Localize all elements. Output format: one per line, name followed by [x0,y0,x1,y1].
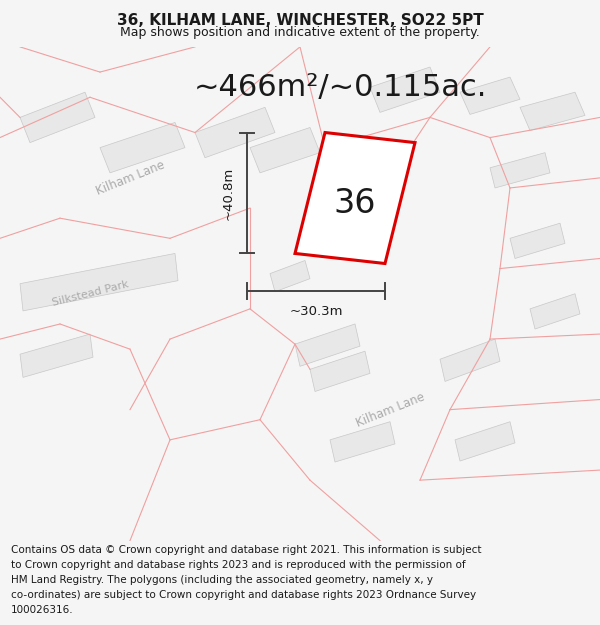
Text: Contains OS data © Crown copyright and database right 2021. This information is : Contains OS data © Crown copyright and d… [11,545,481,555]
Text: Silkstead Park: Silkstead Park [50,279,130,308]
Text: ~466m²/~0.115ac.: ~466m²/~0.115ac. [193,72,487,102]
Polygon shape [100,122,185,173]
Text: ~40.8m: ~40.8m [222,166,235,219]
Polygon shape [520,92,585,131]
Polygon shape [460,77,520,114]
Text: HM Land Registry. The polygons (including the associated geometry, namely x, y: HM Land Registry. The polygons (includin… [11,575,433,585]
Polygon shape [370,67,440,112]
Text: Map shows position and indicative extent of the property.: Map shows position and indicative extent… [120,26,480,39]
Polygon shape [270,261,310,292]
Polygon shape [250,127,320,173]
Polygon shape [20,254,178,311]
Text: 100026316.: 100026316. [11,605,73,615]
Polygon shape [20,334,93,378]
Text: 36: 36 [334,186,376,219]
Polygon shape [510,223,565,259]
Polygon shape [295,132,415,264]
Polygon shape [440,339,500,381]
Polygon shape [295,324,360,366]
Text: co-ordinates) are subject to Crown copyright and database rights 2023 Ordnance S: co-ordinates) are subject to Crown copyr… [11,590,476,600]
Polygon shape [195,107,275,158]
Polygon shape [490,152,550,188]
Text: 36, KILHAM LANE, WINCHESTER, SO22 5PT: 36, KILHAM LANE, WINCHESTER, SO22 5PT [116,13,484,28]
Text: to Crown copyright and database rights 2023 and is reproduced with the permissio: to Crown copyright and database rights 2… [11,560,466,570]
Polygon shape [455,422,515,461]
Text: Kilham Lane: Kilham Lane [354,390,426,429]
Polygon shape [310,351,370,391]
Polygon shape [330,422,395,462]
Polygon shape [530,294,580,329]
Polygon shape [20,92,95,142]
Text: ~30.3m: ~30.3m [289,305,343,318]
Text: Kilham Lane: Kilham Lane [94,158,166,198]
